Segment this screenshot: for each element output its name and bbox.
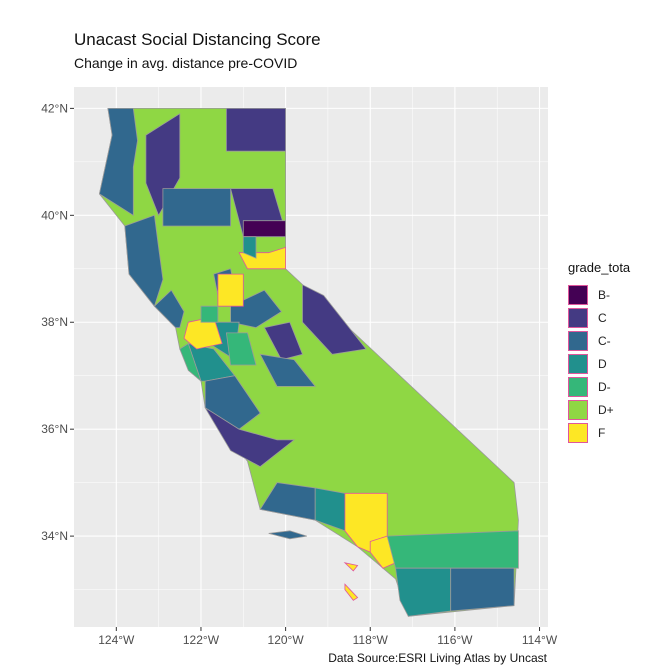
- county-region: [204, 375, 261, 430]
- legend-label: C: [598, 310, 607, 325]
- legend-item: D+: [568, 398, 630, 421]
- county-region: [225, 332, 257, 366]
- county-region: [217, 273, 244, 307]
- legend-item: F: [568, 421, 630, 444]
- county-region: [302, 284, 367, 355]
- county-region: [204, 407, 296, 468]
- county-region: [162, 188, 232, 227]
- county-region: [395, 567, 452, 617]
- legend: grade_tota B- C C- D D- D+ F: [568, 260, 630, 444]
- county-region: [259, 353, 317, 387]
- legend-swatch: [568, 376, 588, 397]
- x-tick-label: 120°W: [268, 633, 305, 647]
- legend-label: D-: [598, 379, 611, 394]
- legend-item: C: [568, 306, 630, 329]
- legend-label: D: [598, 356, 607, 371]
- chart-caption: Data Source:ESRI Living Atlas by Uncast: [328, 651, 547, 665]
- x-tick-label: 114°W: [522, 633, 558, 647]
- county-region: [242, 236, 257, 259]
- county-region: [200, 305, 219, 323]
- county-region: [98, 108, 138, 217]
- county-region: [179, 342, 202, 383]
- county-region: [263, 321, 304, 361]
- county-region: [225, 108, 287, 152]
- county-region: [242, 220, 287, 238]
- chart-title: Unacast Social Distancing Score: [74, 30, 321, 49]
- y-tick-label: 34°N: [41, 529, 68, 543]
- legend-title: grade_tota: [568, 260, 631, 275]
- y-tick-label: 40°N: [41, 208, 68, 222]
- legend-item: B-: [568, 283, 630, 306]
- legend-item: D-: [568, 375, 630, 398]
- chart-subtitle: Change in avg. distance pre-COVID: [74, 55, 298, 71]
- county-region: [124, 214, 164, 308]
- county-region: [450, 567, 515, 612]
- legend-swatch: [568, 353, 588, 374]
- legend-items: B- C C- D D- D+ F: [568, 283, 630, 444]
- x-tick-label: 116°W: [437, 633, 473, 647]
- y-tick-label: 38°N: [41, 315, 68, 329]
- legend-label: B-: [598, 287, 610, 302]
- island-region: [343, 562, 359, 572]
- legend-item: D: [568, 352, 630, 375]
- legend-swatch: [568, 284, 588, 305]
- legend-label: F: [598, 425, 606, 440]
- y-tick-label: 42°N: [41, 101, 68, 115]
- x-axis: 124°W 122°W 120°W 118°W 116°W 114°W: [98, 627, 558, 647]
- county-region: [386, 530, 519, 569]
- legend-swatch: [568, 422, 588, 443]
- legend-label: C-: [598, 333, 611, 348]
- legend-swatch: [568, 399, 588, 420]
- island-region: [268, 530, 307, 540]
- county-region: [230, 289, 282, 329]
- y-tick-label: 36°N: [41, 422, 68, 436]
- island-region: [344, 583, 359, 601]
- county-region: [153, 289, 185, 329]
- legend-item: C-: [568, 329, 630, 352]
- legend-swatch: [568, 330, 588, 351]
- map-regions: [98, 108, 519, 617]
- x-tick-label: 124°W: [98, 633, 135, 647]
- legend-swatch: [568, 307, 588, 328]
- y-axis: 34°N 36°N 38°N 40°N 42°N: [41, 101, 74, 543]
- x-tick-label: 122°W: [183, 633, 220, 647]
- legend-label: D+: [598, 402, 614, 417]
- x-tick-label: 118°W: [353, 633, 389, 647]
